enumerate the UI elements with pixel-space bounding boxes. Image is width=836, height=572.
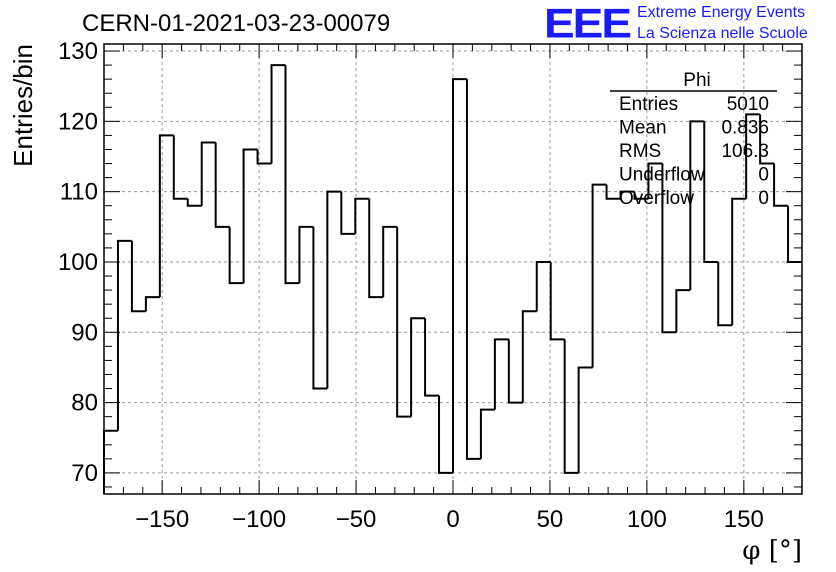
run-title: CERN-01-2021-03-23-00079	[82, 10, 391, 37]
histogram-bin	[591, 183, 607, 368]
histogram-bin	[521, 310, 537, 403]
y-tick-label: 90	[71, 319, 98, 346]
histogram-bin	[354, 197, 370, 234]
x-axis-title: φ [°]	[742, 536, 802, 566]
histogram-bin	[759, 114, 775, 165]
logo-tagline-2: La Scienza nelle Scuole	[637, 25, 808, 42]
histogram-bin	[661, 163, 677, 334]
histogram-bin	[689, 120, 705, 291]
stats-value: 0.836	[721, 118, 769, 139]
x-tick-label: −150	[135, 506, 189, 533]
stats-label: Underflow	[619, 165, 705, 186]
x-tick-label: 150	[724, 506, 764, 533]
histogram-bin	[200, 141, 216, 206]
histogram-bin	[465, 79, 481, 460]
histogram-bin	[675, 289, 691, 333]
histogram-bin	[256, 149, 272, 165]
stats-box-title: Phi	[683, 70, 710, 91]
histogram-bin	[493, 338, 509, 410]
histogram-bin	[228, 226, 244, 285]
axis-ticks	[103, 44, 803, 494]
histogram-bin	[158, 134, 174, 298]
stats-value: 0	[758, 165, 769, 186]
histogram-bin	[410, 317, 426, 417]
histogram-bin	[563, 339, 579, 474]
histogram-bin	[549, 261, 565, 341]
y-tick-label: 80	[71, 390, 98, 417]
histogram-bin	[326, 190, 342, 389]
stats-value: 5010	[727, 94, 769, 115]
histogram-bin	[130, 240, 146, 313]
histogram-bin	[717, 261, 733, 327]
y-tick-label: 100	[58, 249, 98, 276]
histogram-bin	[745, 113, 761, 199]
histogram-bin	[452, 78, 467, 473]
x-tick-label: 50	[537, 506, 564, 533]
histogram-bin	[773, 163, 789, 207]
y-tick-label: 110	[60, 179, 98, 206]
histogram-bin	[312, 226, 328, 390]
histogram-bin	[535, 260, 551, 312]
stats-value: 106.3	[721, 141, 769, 162]
y-tick-label: 130	[58, 38, 98, 65]
histogram-bin	[382, 225, 398, 298]
histogram-bin	[507, 339, 523, 404]
histogram-bin	[577, 366, 593, 473]
y-axis-title: Entries/bin	[8, 44, 38, 167]
histogram-bin	[438, 395, 453, 474]
x-tick-label: −50	[336, 506, 377, 533]
x-tick-label: 0	[446, 506, 459, 533]
histogram-bin	[368, 198, 384, 299]
y-tick-label: 120	[58, 108, 98, 135]
histogram-bin	[298, 225, 314, 284]
histogram-bin	[479, 408, 495, 459]
stats-label: Entries	[619, 94, 678, 115]
histogram-bin	[103, 429, 118, 494]
histogram-bin	[172, 135, 188, 200]
histogram-bin	[633, 191, 649, 200]
histogram-bin	[144, 296, 160, 312]
histogram-bin	[214, 142, 230, 228]
histogram-bin	[396, 226, 412, 418]
histogram	[103, 64, 802, 494]
histogram-bin	[116, 239, 132, 431]
stats-label: RMS	[619, 141, 661, 162]
axis-labels: −150 −100 −50 0 50 100 150708090100110120130φ …	[8, 38, 802, 566]
histogram-bin	[731, 197, 747, 326]
histogram-bin	[647, 162, 663, 199]
histogram-bin	[619, 190, 635, 199]
histogram-bin	[703, 121, 719, 263]
x-tick-label: 100	[627, 506, 667, 533]
logo-tagline-1: Extreme Energy Events	[637, 4, 806, 21]
y-tick-label: 70	[71, 460, 98, 487]
histogram-bin	[340, 191, 356, 235]
histogram-bin	[186, 198, 202, 207]
eee-logo: EEE	[544, 0, 632, 47]
histogram-bin	[424, 318, 440, 397]
histogram-bin	[270, 64, 286, 164]
histogram-bin	[284, 65, 300, 285]
x-tick-label: −100	[232, 506, 286, 533]
stats-label: Mean	[619, 118, 667, 139]
histogram-bin	[605, 184, 621, 200]
stats-value: 0	[758, 188, 769, 209]
stats-label: Overflow	[619, 188, 694, 209]
histogram-bin	[242, 148, 258, 284]
